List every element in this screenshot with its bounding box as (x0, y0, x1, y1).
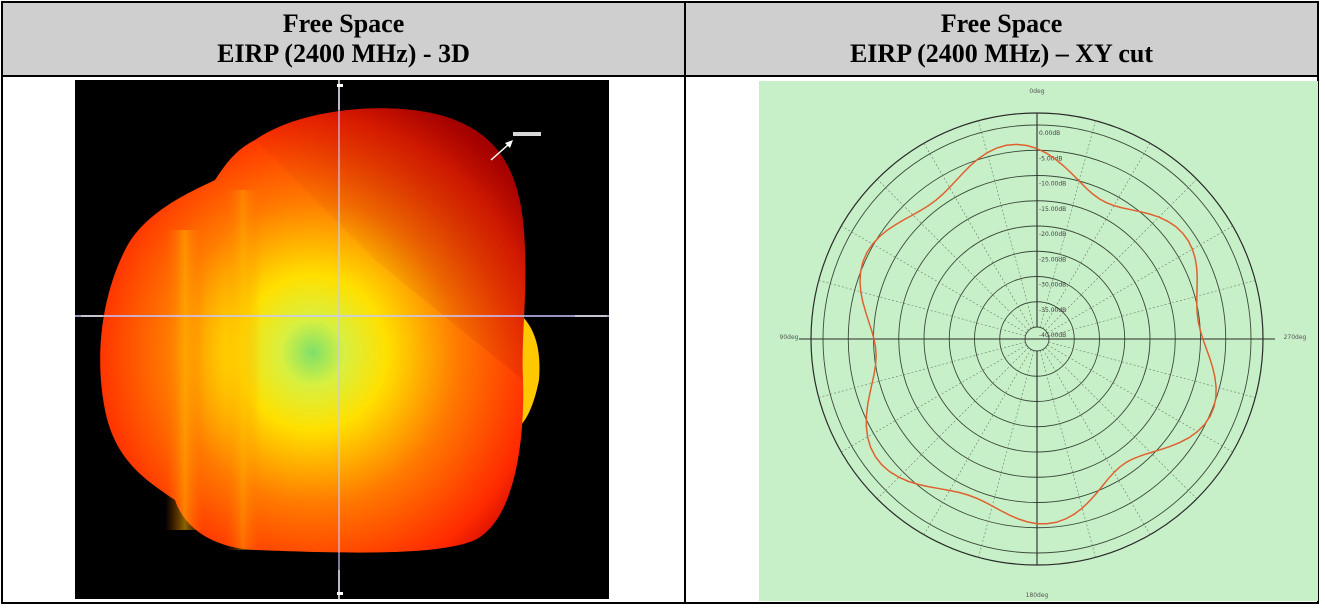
cell-3d (1, 75, 686, 604)
ring-label: -25.00dB (1039, 256, 1066, 263)
view-arrow (490, 143, 510, 161)
header-xy-line2: EIRP (2400 MHz) – XY cut (849, 39, 1154, 68)
polar-spokes (799, 113, 1275, 565)
pattern-band-left (165, 230, 205, 530)
polar-ring-labels: 0.00dB -5.00dB -10.00dB -15.00dB -20.00dB -25… (1039, 130, 1066, 339)
polar-background (759, 81, 1318, 601)
pattern-band-mid (225, 190, 261, 550)
ring-label: -20.00dB (1039, 231, 1066, 238)
ring-label: 0.00dB (1039, 130, 1060, 137)
angle-label-top: 0deg (1029, 88, 1044, 95)
ring-label: -10.00dB (1039, 181, 1066, 188)
ring-label: -15.00dB (1039, 206, 1066, 213)
header-3d: Free Space EIRP (2400 MHz) - 3D (1, 1, 686, 77)
angle-label-left: 90deg (780, 334, 799, 341)
axis-marker-bottom (337, 592, 343, 595)
radiation-pattern-3d-image (75, 80, 609, 599)
header-3d-line1: Free Space (282, 9, 405, 38)
pattern-trace (859, 143, 1217, 525)
header-xy-line1: Free Space (940, 9, 1063, 38)
polar-plot: 0.00dB -5.00dB -10.00dB -15.00dB -20.00dB -25… (759, 81, 1318, 601)
ring-label: -30.00dB (1039, 282, 1066, 289)
angle-label-bottom: 180deg (1026, 592, 1049, 599)
cell-xy-cut: 0.00dB -5.00dB -10.00dB -15.00dB -20.00dB -25… (684, 75, 1319, 604)
axis-marker-top (337, 84, 343, 87)
ring-label: -40.00dB (1039, 332, 1066, 339)
ring-label: -35.00dB (1039, 307, 1066, 314)
ring-label: -5.00dB (1039, 155, 1062, 162)
header-3d-line2: EIRP (2400 MHz) - 3D (217, 39, 470, 68)
angle-label-right: 270deg (1284, 334, 1307, 341)
header-xy-cut: Free Space EIRP (2400 MHz) – XY cut (684, 1, 1319, 77)
view-arrow-tag (513, 132, 541, 136)
